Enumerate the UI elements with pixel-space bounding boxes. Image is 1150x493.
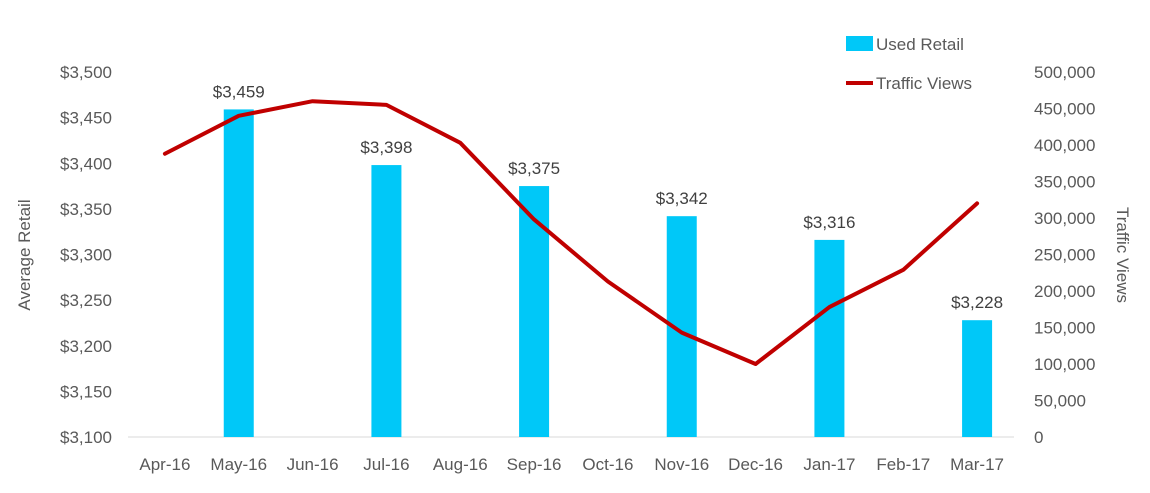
- x-tick-label: Oct-16: [582, 455, 633, 474]
- x-tick-label: Apr-16: [139, 455, 190, 474]
- y-tick-label-right: 100,000: [1034, 355, 1095, 374]
- legend-swatch-used-retail: [846, 36, 873, 51]
- bar-data-label: $3,342: [656, 189, 708, 208]
- bar-data-label: $3,398: [360, 138, 412, 157]
- y-tick-label-right: 400,000: [1034, 136, 1095, 155]
- x-tick-label: Jun-16: [287, 455, 339, 474]
- x-tick-label: Nov-16: [654, 455, 709, 474]
- x-tick-label: May-16: [210, 455, 267, 474]
- y-tick-label-right: 250,000: [1034, 246, 1095, 265]
- x-tick-label: Sep-16: [507, 455, 562, 474]
- x-tick-label: Aug-16: [433, 455, 488, 474]
- x-axis-ticks: Apr-16 May-16 Jun-16 Jul-16 Aug-16 Sep-16 Oct-…: [139, 455, 1004, 474]
- x-tick-label: Jul-16: [363, 455, 409, 474]
- bar: [962, 320, 993, 437]
- right-axis-ticks: 0 50,000 100,000 150,000 200,000 250,000 300,0…: [1034, 63, 1095, 447]
- y-axis-title-right: Traffic Views: [1113, 207, 1132, 303]
- y-axis-title-left: Average Retail: [15, 199, 34, 310]
- y-tick-label-right: 50,000: [1034, 392, 1086, 411]
- x-tick-label: Feb-17: [876, 455, 930, 474]
- x-tick-label: Dec-16: [728, 455, 783, 474]
- y-tick-label-right: 450,000: [1034, 100, 1095, 119]
- y-tick-label-left: $3,500: [60, 63, 112, 82]
- legend: Used Retail Traffic Views: [846, 35, 972, 93]
- y-tick-label-left: $3,100: [60, 428, 112, 447]
- y-tick-label-right: 150,000: [1034, 319, 1095, 338]
- y-tick-label-left: $3,450: [60, 109, 112, 128]
- bar-data-label: $3,228: [951, 293, 1003, 312]
- bar: [519, 186, 550, 437]
- legend-label-used-retail: Used Retail: [876, 35, 964, 54]
- y-tick-label-left: $3,250: [60, 291, 112, 310]
- y-tick-label-left: $3,400: [60, 154, 112, 173]
- y-tick-label-left: $3,200: [60, 337, 112, 356]
- line-series-traffic-views: [162, 99, 980, 366]
- legend-label-traffic-views: Traffic Views: [876, 74, 972, 93]
- y-tick-label-right: 350,000: [1034, 173, 1095, 192]
- bar: [371, 165, 402, 437]
- left-axis-ticks: $3,100 $3,150 $3,200 $3,250 $3,300 $3,350 $3,4…: [60, 63, 112, 447]
- bar-series-used-retail: [223, 109, 993, 437]
- bar-data-label: $3,316: [803, 213, 855, 232]
- y-tick-label-right: 300,000: [1034, 209, 1095, 228]
- y-tick-label-right: 200,000: [1034, 282, 1095, 301]
- y-tick-label-left: $3,350: [60, 200, 112, 219]
- y-tick-label-left: $3,150: [60, 382, 112, 401]
- bar-data-label: $3,459: [213, 82, 265, 101]
- x-tick-label: Mar-17: [950, 455, 1004, 474]
- bar-data-label: $3,375: [508, 159, 560, 178]
- y-tick-label-left: $3,300: [60, 246, 112, 265]
- x-tick-label: Jan-17: [803, 455, 855, 474]
- y-tick-label-right: 0: [1034, 428, 1043, 447]
- y-tick-label-right: 500,000: [1034, 63, 1095, 82]
- bar-data-labels: $3,459 $3,398 $3,375 $3,342 $3,316 $3,228: [213, 82, 1003, 312]
- bar: [223, 109, 254, 437]
- bar: [814, 239, 845, 437]
